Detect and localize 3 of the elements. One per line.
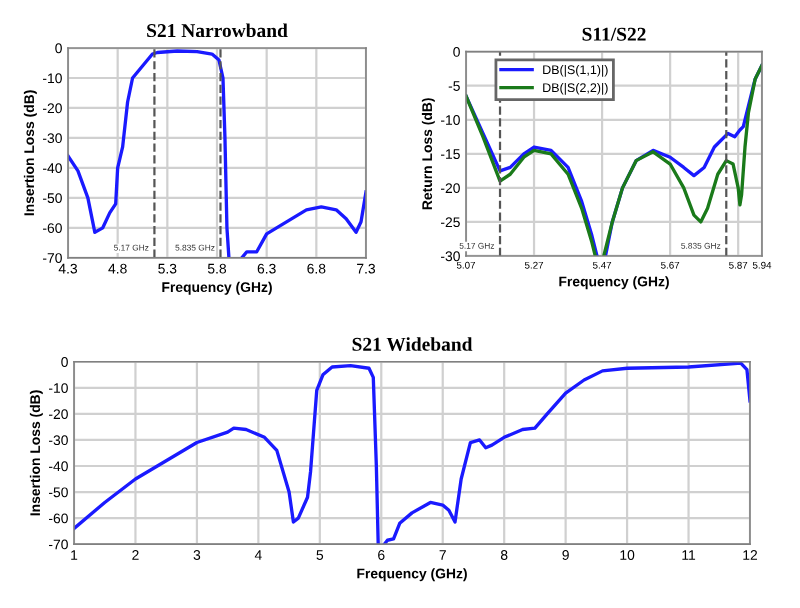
chart-title: S21 Wideband (352, 337, 473, 351)
chart-title: S21 Narrowband (147, 23, 288, 38)
chart-title: S11/S22 (582, 27, 646, 41)
